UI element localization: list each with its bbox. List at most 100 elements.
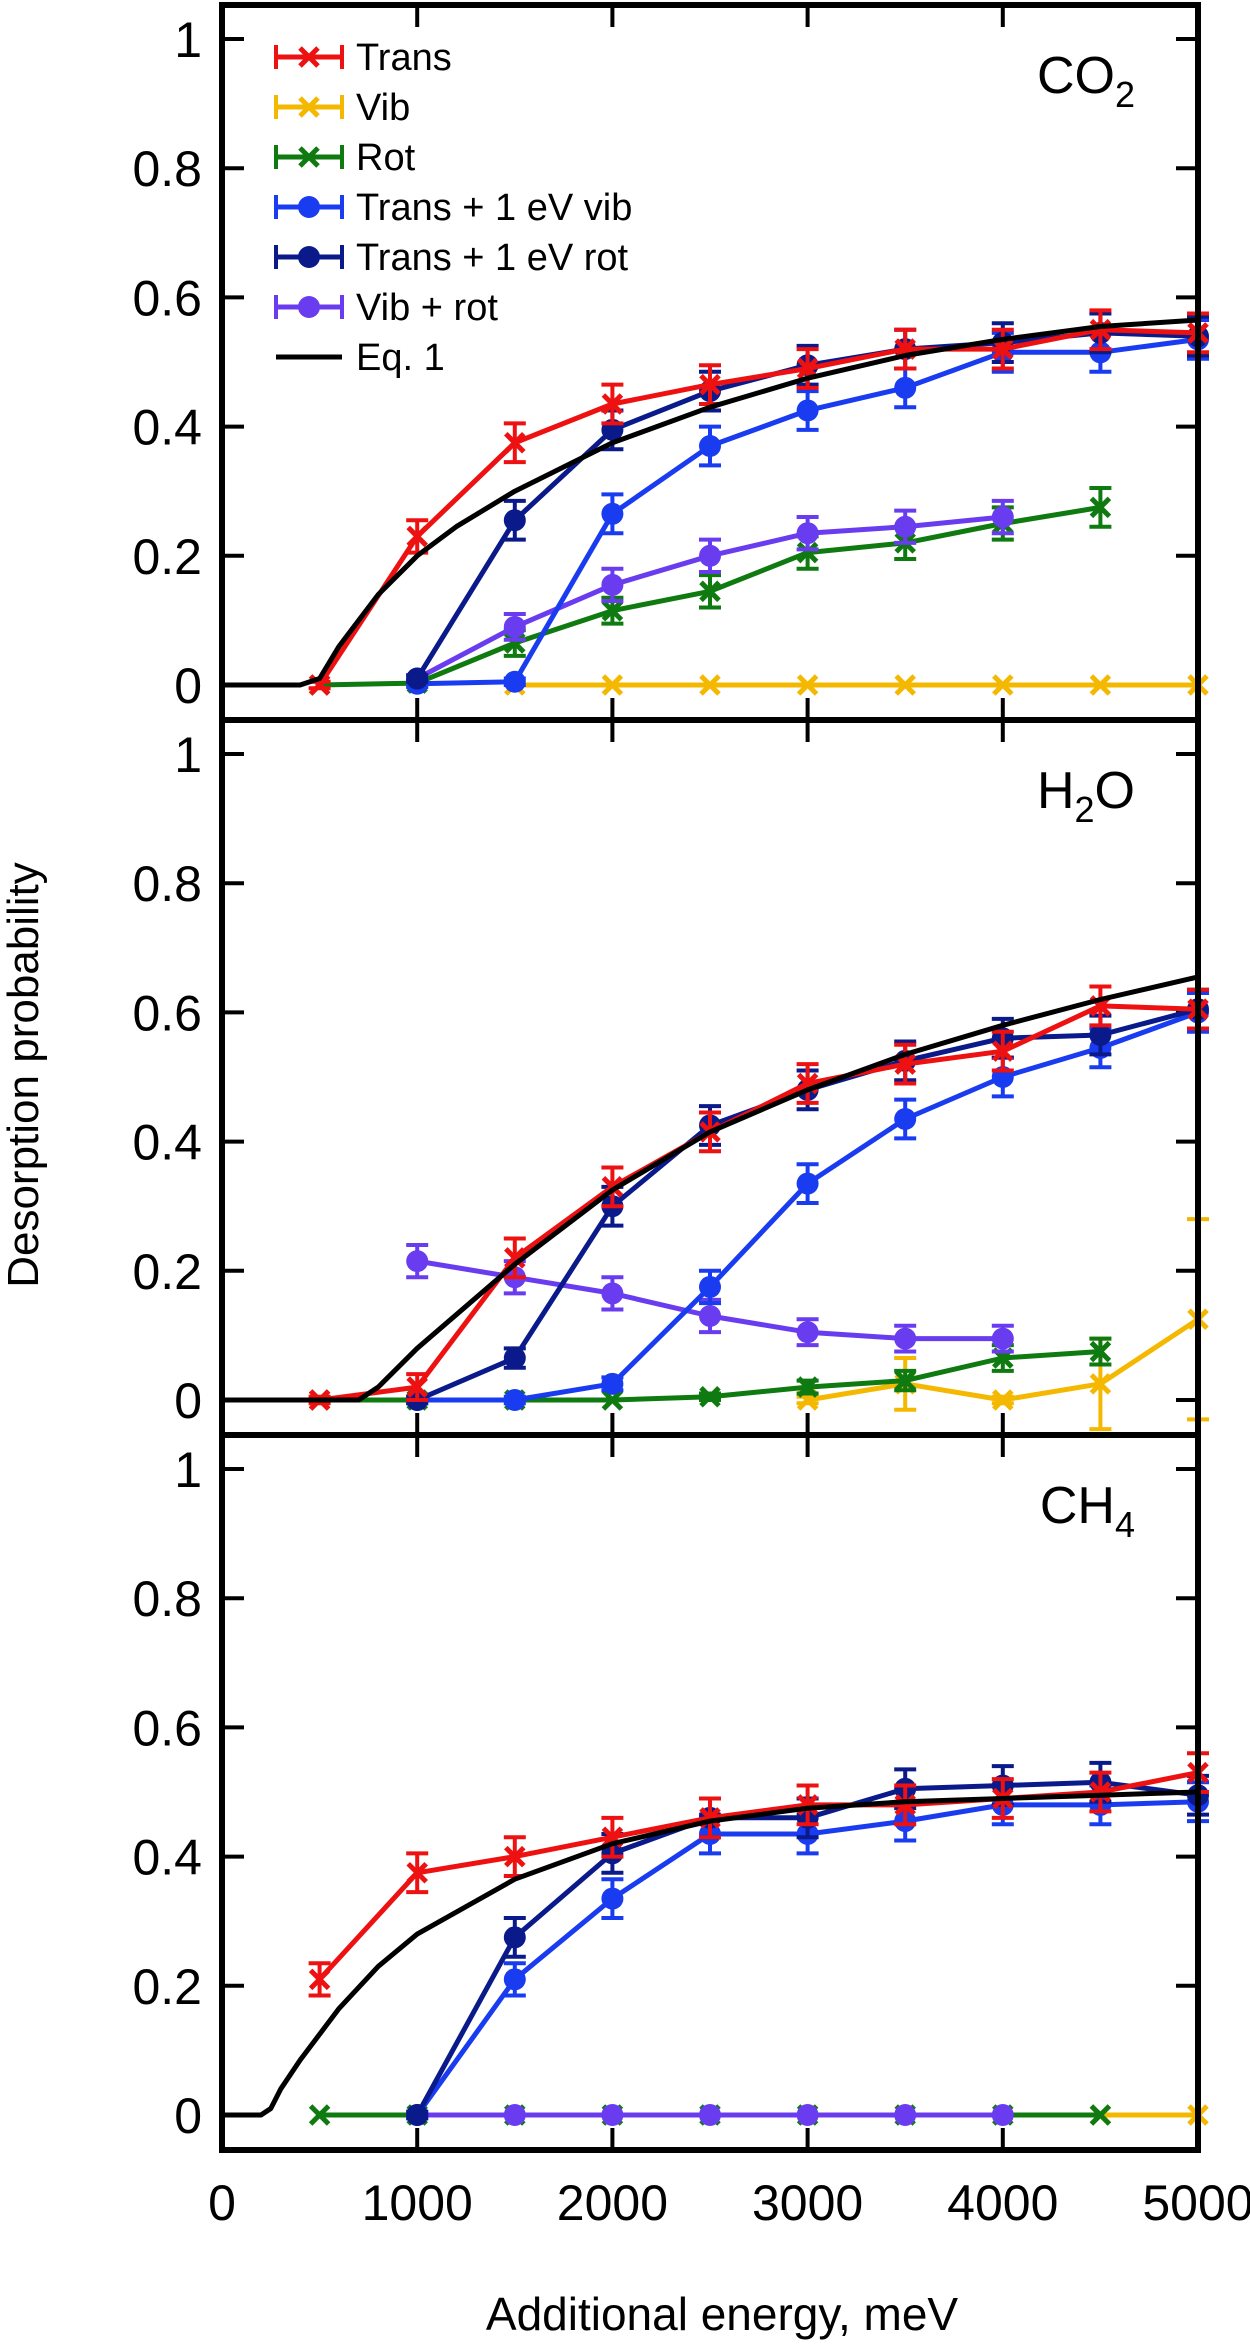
data-point <box>503 670 526 693</box>
data-point <box>503 1389 526 1411</box>
x-tick-label: 5000 <box>1142 2175 1250 2231</box>
legend: Trans Vib Rot Trans + 1 eV vib Trans + 1 eV … <box>274 37 632 379</box>
data-point <box>894 674 916 696</box>
data-point <box>894 376 917 399</box>
panel-co2: 0 0.2 0.4 0.6 0.8 1 CO2 <box>132 2 1209 723</box>
data-point <box>601 1887 624 1910</box>
y-tick-label: 0.2 <box>132 529 202 585</box>
data-point <box>1089 1373 1112 1395</box>
data-point <box>601 674 624 696</box>
molecule-label: H2O <box>1037 762 1135 830</box>
data-point <box>503 1347 526 1370</box>
data-point <box>699 674 721 696</box>
data-point <box>308 2104 331 2126</box>
y-tick-label: 0.6 <box>132 270 202 326</box>
y-tick-label: 0.6 <box>132 1700 202 1756</box>
x-tick-label: 1000 <box>362 2175 473 2231</box>
molecule-label: CH4 <box>1040 1477 1135 1545</box>
legend-marker <box>298 146 320 168</box>
legend-marker <box>298 196 320 218</box>
legend-entry-rot: Rot <box>274 137 416 179</box>
series-line-trans <box>319 1003 1199 1403</box>
y-tick-label: 0.4 <box>132 1830 202 1886</box>
data-point <box>503 1926 526 1949</box>
series-line-eq <box>222 974 1199 1403</box>
legend-entry-eq: Eq. 1 <box>276 337 445 379</box>
legend-entry-vib: Vib <box>274 87 410 129</box>
data-point <box>992 1040 1014 1062</box>
data-point <box>699 434 721 457</box>
data-point <box>503 615 526 638</box>
panels: 0 0.2 0.4 0.6 0.8 1 CO2 0 0.2 0.4 0.6 0.8 1 H2O 0 0.2 0.… <box>132 2 1250 2231</box>
plot-area <box>222 974 1209 1432</box>
data-point <box>1089 674 1112 696</box>
data-point <box>1089 1781 1112 1803</box>
data-point <box>406 525 428 548</box>
y-tick-label: 0.8 <box>132 141 202 197</box>
data-point <box>601 502 624 525</box>
data-point <box>601 1372 624 1395</box>
y-tick-label: 0 <box>174 658 202 714</box>
series-transvib <box>406 991 1209 1411</box>
data-point <box>504 1845 526 1868</box>
panel-h2o: 0 0.2 0.4 0.6 0.8 1 H2O <box>132 717 1209 1438</box>
series-eq <box>222 1789 1199 2118</box>
data-point <box>503 1968 526 1991</box>
legend-label: Trans + 1 eV rot <box>356 237 629 279</box>
legend-marker <box>298 46 320 68</box>
data-point <box>601 599 624 622</box>
data-point <box>699 1275 721 1298</box>
legend-entry-transrot: Trans + 1 eV rot <box>274 237 629 279</box>
legend-marker <box>298 296 320 318</box>
data-point <box>796 522 819 545</box>
y-tick-label: 0.4 <box>132 400 202 456</box>
data-point <box>699 1305 721 1328</box>
data-point <box>1089 2104 1112 2126</box>
series-trans <box>308 984 1209 1411</box>
data-point <box>796 1321 819 1344</box>
data-point <box>699 373 721 396</box>
legend-marker <box>298 96 320 118</box>
data-point <box>699 544 721 567</box>
data-point <box>991 506 1014 529</box>
y-tick-label: 0.8 <box>132 1571 202 1627</box>
data-point <box>406 1861 428 1884</box>
x-tick-label: 3000 <box>752 2175 863 2231</box>
data-point <box>894 1794 916 1816</box>
y-tick-label: 1 <box>174 1442 202 1498</box>
data-point <box>406 667 429 690</box>
series-vib <box>504 674 1209 696</box>
axis-labels: Desorption probability Additional energy… <box>0 862 958 2340</box>
data-point <box>504 431 526 454</box>
legend-marker <box>298 246 320 268</box>
data-point <box>991 1327 1014 1350</box>
y-tick-label: 0 <box>174 2088 202 2144</box>
data-point <box>796 674 819 696</box>
data-point <box>699 580 721 603</box>
data-point <box>504 1247 526 1269</box>
y-tick-label: 0.2 <box>132 1959 202 2015</box>
series-line-eq <box>222 1789 1199 2118</box>
data-point <box>503 2104 526 2126</box>
plot-area <box>222 1751 1209 2126</box>
x-tick-label: 2000 <box>557 2175 668 2231</box>
legend-label: Vib + rot <box>356 287 498 329</box>
data-point <box>1089 1024 1112 1047</box>
data-point <box>796 399 819 422</box>
data-point <box>699 1386 721 1408</box>
data-point <box>992 338 1014 360</box>
series-vibrot <box>406 2104 1014 2126</box>
y-tick-label: 0.4 <box>132 1115 202 1171</box>
data-point <box>406 2104 429 2126</box>
series-eq <box>222 974 1199 1403</box>
y-tick-label: 1 <box>174 727 202 783</box>
legend-label: Trans + 1 eV vib <box>356 187 632 229</box>
data-point <box>991 2104 1014 2126</box>
x-tick-label: 4000 <box>947 2175 1058 2231</box>
data-point <box>796 541 819 564</box>
data-point <box>894 1107 917 1130</box>
y-tick-label: 0.8 <box>132 856 202 912</box>
data-point <box>894 1369 916 1392</box>
data-point <box>992 674 1014 696</box>
